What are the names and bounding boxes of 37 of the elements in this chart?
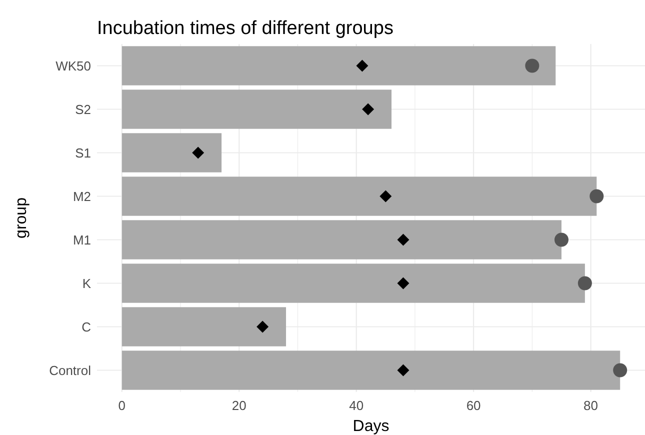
y-tick-label: M1 — [72, 232, 91, 248]
point — [192, 146, 204, 159]
point — [397, 364, 410, 376]
y-tick-label: S2 — [75, 102, 91, 117]
bar — [122, 46, 556, 86]
point — [554, 232, 568, 247]
point — [397, 277, 410, 290]
bar — [122, 350, 620, 390]
point — [362, 103, 374, 116]
y-tick-label: C — [82, 319, 91, 334]
bar — [122, 264, 585, 303]
bar — [122, 307, 286, 346]
point — [397, 234, 410, 246]
x-tick-label: 80 — [584, 398, 598, 413]
point — [590, 189, 604, 204]
x-tick-label: 0 — [118, 398, 126, 413]
point — [613, 363, 628, 378]
y-axis-title: group — [13, 197, 30, 238]
x-tick-label: 60 — [466, 398, 481, 413]
bar — [122, 90, 392, 129]
x-axis-title: Days — [352, 418, 390, 435]
bar — [122, 220, 562, 260]
y-tick-label: M2 — [72, 188, 91, 204]
bar — [122, 176, 597, 216]
y-tick-label: K — [82, 276, 92, 291]
chart-title: Incubation times of different groups — [97, 18, 394, 39]
y-tick-label: Control — [49, 362, 92, 378]
bar — [122, 133, 222, 172]
point — [380, 190, 392, 202]
point — [578, 276, 592, 290]
x-tick-label: 20 — [232, 398, 246, 413]
point — [256, 320, 269, 333]
y-tick-label: S1 — [75, 145, 91, 160]
point — [356, 60, 368, 72]
point — [525, 58, 540, 73]
y-tick-label: WK50 — [56, 58, 91, 74]
x-tick-label: 40 — [349, 398, 364, 413]
